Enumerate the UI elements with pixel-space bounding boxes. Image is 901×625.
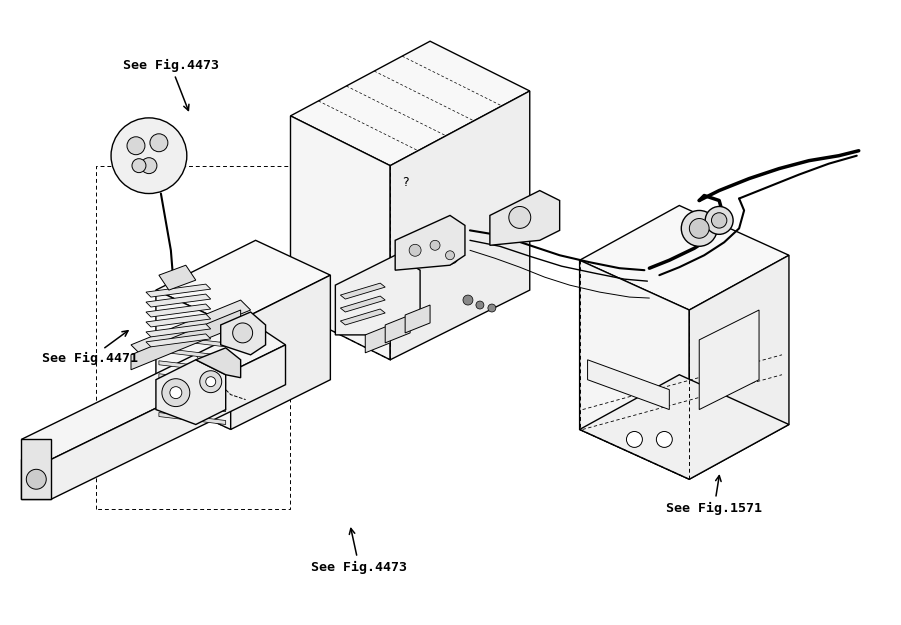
Polygon shape xyxy=(146,324,211,337)
Circle shape xyxy=(487,304,496,312)
Circle shape xyxy=(200,371,222,392)
Polygon shape xyxy=(490,191,560,245)
Circle shape xyxy=(681,211,717,246)
Circle shape xyxy=(232,323,252,343)
Polygon shape xyxy=(386,315,410,343)
Circle shape xyxy=(127,137,145,155)
Polygon shape xyxy=(689,255,789,479)
Polygon shape xyxy=(159,387,225,399)
Text: See Fig.4473: See Fig.4473 xyxy=(123,59,219,111)
Circle shape xyxy=(111,118,187,194)
Polygon shape xyxy=(159,348,225,360)
Text: See Fig.1571: See Fig.1571 xyxy=(666,476,762,514)
Circle shape xyxy=(430,241,440,250)
Polygon shape xyxy=(146,294,211,307)
Polygon shape xyxy=(159,374,225,386)
Polygon shape xyxy=(146,284,211,297)
Polygon shape xyxy=(587,360,669,409)
Circle shape xyxy=(656,431,672,447)
Circle shape xyxy=(170,387,182,399)
Circle shape xyxy=(403,238,427,262)
Polygon shape xyxy=(579,375,789,479)
Polygon shape xyxy=(146,334,211,347)
Polygon shape xyxy=(22,439,51,499)
Polygon shape xyxy=(22,459,51,499)
Circle shape xyxy=(476,301,484,309)
Polygon shape xyxy=(231,275,331,429)
Polygon shape xyxy=(341,296,386,312)
Circle shape xyxy=(162,379,190,407)
Polygon shape xyxy=(335,255,420,335)
Polygon shape xyxy=(405,305,430,333)
Circle shape xyxy=(26,469,46,489)
Text: ?: ? xyxy=(402,176,408,189)
Polygon shape xyxy=(579,260,689,479)
Polygon shape xyxy=(290,41,530,166)
Circle shape xyxy=(705,206,733,234)
Polygon shape xyxy=(341,283,386,299)
Circle shape xyxy=(712,213,727,228)
Circle shape xyxy=(205,377,215,387)
Polygon shape xyxy=(290,116,390,360)
Text: See Fig.4471: See Fig.4471 xyxy=(41,331,138,365)
Circle shape xyxy=(141,158,157,174)
Polygon shape xyxy=(365,325,390,353)
Circle shape xyxy=(150,134,168,152)
Polygon shape xyxy=(159,399,225,411)
Polygon shape xyxy=(156,290,231,429)
Polygon shape xyxy=(146,314,211,327)
Circle shape xyxy=(132,159,146,172)
Polygon shape xyxy=(341,309,386,325)
Polygon shape xyxy=(159,335,225,347)
Polygon shape xyxy=(131,310,241,370)
Circle shape xyxy=(441,246,459,264)
Polygon shape xyxy=(131,300,250,355)
Polygon shape xyxy=(159,361,225,372)
Polygon shape xyxy=(196,348,241,378)
Polygon shape xyxy=(156,241,331,325)
Polygon shape xyxy=(146,304,211,317)
Circle shape xyxy=(463,295,473,305)
Polygon shape xyxy=(159,265,196,290)
Text: See Fig.4473: See Fig.4473 xyxy=(311,529,407,574)
Polygon shape xyxy=(396,216,465,270)
Polygon shape xyxy=(156,360,225,424)
Circle shape xyxy=(425,236,445,255)
Polygon shape xyxy=(390,91,530,360)
Circle shape xyxy=(409,244,421,256)
Circle shape xyxy=(689,219,709,238)
Polygon shape xyxy=(22,325,286,459)
Polygon shape xyxy=(51,345,286,499)
Polygon shape xyxy=(699,310,759,409)
Circle shape xyxy=(445,251,454,260)
Polygon shape xyxy=(579,206,789,310)
Polygon shape xyxy=(221,312,266,355)
Circle shape xyxy=(626,431,642,447)
Polygon shape xyxy=(159,412,225,424)
Circle shape xyxy=(509,206,531,228)
